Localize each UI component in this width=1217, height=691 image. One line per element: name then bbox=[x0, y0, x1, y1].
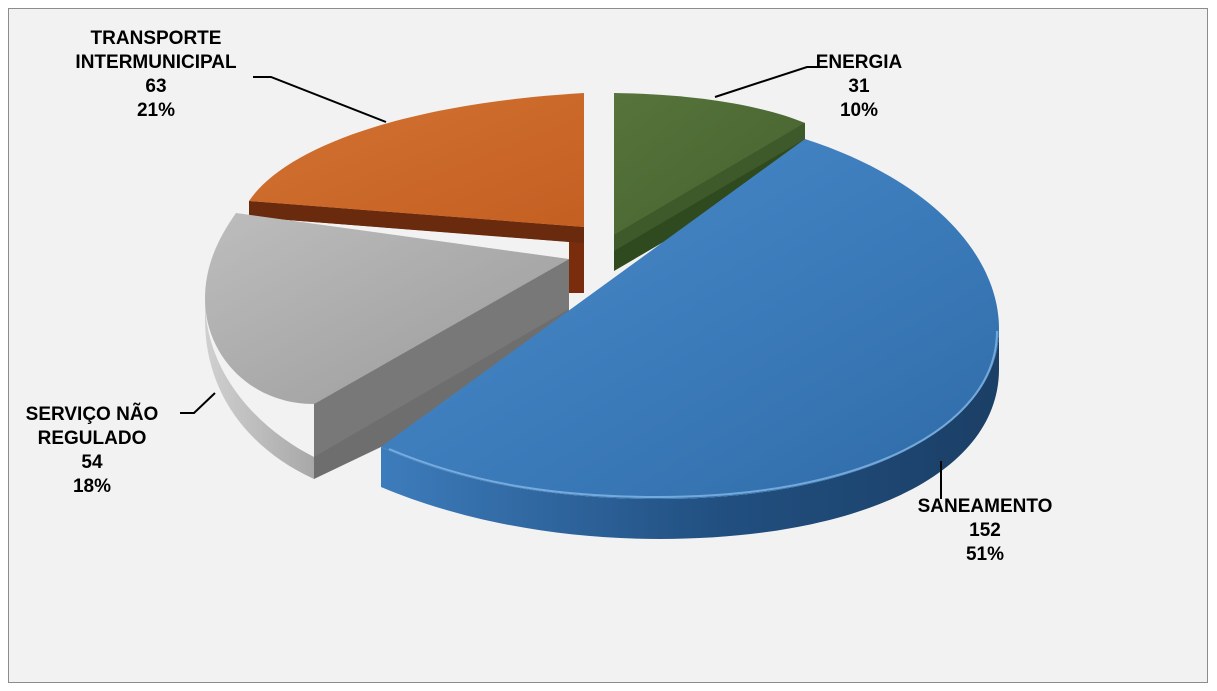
slice-servico bbox=[205, 213, 569, 479]
label-servico: SERVIÇO NÃO REGULADO 54 18% bbox=[9, 403, 175, 499]
label-servico-name-line2: REGULADO bbox=[37, 428, 147, 449]
label-transporte-name-line1: TRANSPORTE bbox=[90, 28, 222, 49]
label-saneamento: SANEAMENTO 152 51% bbox=[905, 495, 1065, 567]
slice-energia bbox=[614, 93, 805, 271]
slice-saneamento bbox=[381, 139, 999, 539]
slice-transporte-side bbox=[249, 201, 584, 243]
slice-servico-top bbox=[205, 213, 569, 404]
leader-lines bbox=[180, 66, 942, 499]
label-saneamento-value: 152 bbox=[969, 520, 1001, 541]
label-saneamento-percent: 51% bbox=[965, 544, 1005, 565]
slice-saneamento-side bbox=[381, 329, 999, 539]
slice-servico-side bbox=[205, 299, 314, 479]
label-transporte-percent: 21% bbox=[136, 100, 176, 121]
label-energia: ENERGIA 31 10% bbox=[809, 51, 909, 123]
label-saneamento-name: SANEAMENTO bbox=[917, 496, 1053, 517]
label-servico-name-line1: SERVIÇO NÃO bbox=[25, 404, 159, 425]
slice-saneamento-highlight bbox=[388, 330, 998, 499]
label-energia-percent: 10% bbox=[839, 100, 879, 121]
leader-line-servico bbox=[180, 392, 216, 414]
slice-servico-cut-face bbox=[314, 309, 569, 479]
slice-saneamento-top bbox=[381, 139, 999, 499]
chart-area: TRANSPORTE INTERMUNICIPAL 63 21% ENERGIA… bbox=[8, 8, 1208, 683]
slice-energia-top bbox=[614, 93, 805, 235]
slice-energia-rim bbox=[614, 123, 805, 251]
label-transporte: TRANSPORTE INTERMUNICIPAL 63 21% bbox=[61, 27, 251, 123]
label-servico-value: 54 bbox=[81, 452, 103, 473]
slice-transporte bbox=[249, 93, 584, 293]
label-transporte-name-line2: INTERMUNICIPAL bbox=[75, 52, 237, 73]
label-servico-percent: 18% bbox=[72, 476, 112, 497]
label-transporte-value: 63 bbox=[145, 76, 167, 97]
label-energia-name: ENERGIA bbox=[815, 52, 903, 73]
slice-servico-front-face bbox=[314, 259, 569, 457]
leader-line-energia bbox=[714, 66, 818, 98]
pie-chart bbox=[180, 66, 999, 539]
label-energia-value: 31 bbox=[848, 76, 870, 97]
leader-line-transporte bbox=[253, 76, 387, 123]
slice-transporte-top bbox=[249, 93, 584, 227]
